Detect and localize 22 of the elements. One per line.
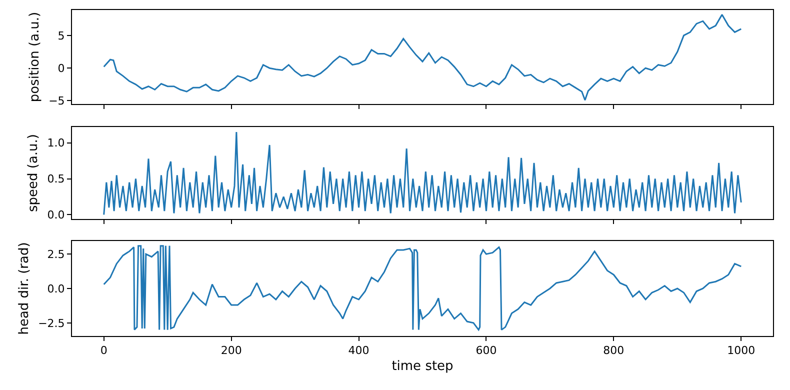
line-series: [103, 14, 742, 101]
x-axis-title: time step: [392, 358, 454, 374]
y-axis-title: head dir. (rad): [17, 242, 32, 335]
y-tick-label: 1.0: [47, 136, 65, 150]
y-tick-label: −5: [48, 94, 65, 108]
y-tick-label: 0: [58, 62, 65, 75]
x-tick-label: 800: [603, 344, 624, 358]
y-axis-title: position (a.u.): [28, 12, 43, 102]
y-tick-label: 5: [58, 29, 65, 42]
line-series: [103, 131, 742, 216]
x-tick-label: 0: [100, 344, 108, 358]
y-tick-label: 2.5: [47, 248, 65, 261]
x-tick-label: 600: [476, 344, 497, 358]
x-tick-label: 200: [220, 344, 242, 358]
y-axis-title: speed (a.u.): [26, 134, 42, 212]
y-tick-label: 0.0: [47, 208, 65, 222]
y-tick-label: −2.5: [38, 316, 65, 330]
x-tick-label: 1000: [727, 344, 756, 358]
y-tick-label: 0.5: [47, 172, 65, 186]
line-series: [103, 245, 742, 331]
x-tick-label: 400: [348, 344, 370, 358]
y-tick-label: 0.0: [47, 282, 65, 296]
